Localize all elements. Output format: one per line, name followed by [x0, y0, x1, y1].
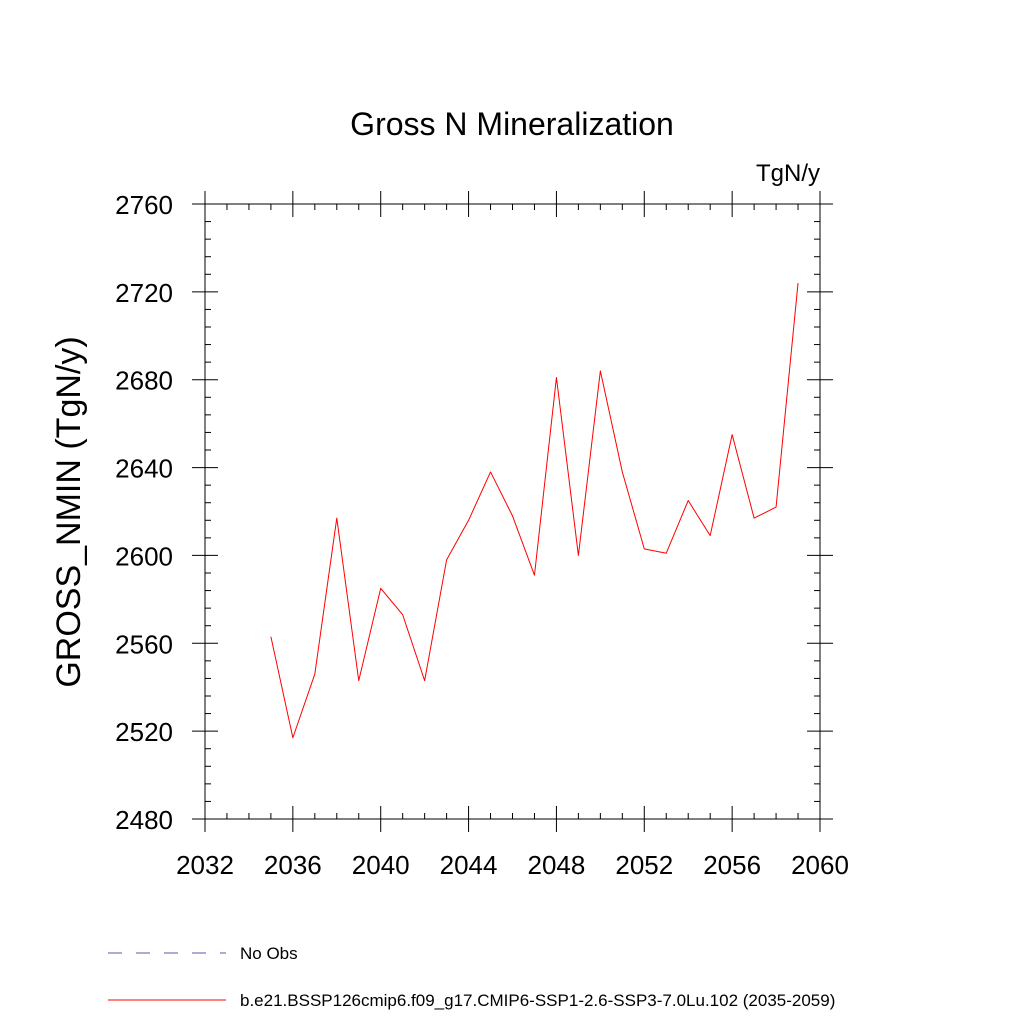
y-axis-ticks: [192, 203, 833, 820]
y-tick-label: 2680: [115, 366, 173, 396]
x-tick-label: 2052: [615, 850, 673, 880]
units-label: TgN/y: [756, 160, 820, 187]
y-tick-label: 2560: [115, 629, 173, 659]
y-axis-label: GROSS_NMIN (TgN/y): [50, 336, 88, 687]
x-axis-ticks: [204, 191, 821, 832]
x-tick-label: 2056: [703, 850, 761, 880]
y-tick-label: 2640: [115, 454, 173, 484]
x-tick-label: 2036: [264, 850, 322, 880]
x-tick-label: 2048: [528, 850, 586, 880]
x-tick-label: 2032: [176, 850, 234, 880]
y-tick-label: 2480: [115, 805, 173, 835]
x-tick-label: 2044: [440, 850, 498, 880]
legend-label-no-obs: No Obs: [240, 944, 298, 963]
y-tick-label: 2760: [115, 190, 173, 220]
series-layer: [270, 283, 799, 739]
x-axis-tick-labels: 2032 2036 2040 2044 2048 2052 2056 2060: [176, 850, 849, 880]
x-tick-label: 2040: [352, 850, 410, 880]
chart-title: Gross N Mineralization: [350, 106, 674, 142]
plot-frame: [204, 203, 821, 820]
y-axis-tick-labels: 2480 2520 2560 2600 2640 2680 2720 2760: [115, 190, 173, 835]
y-tick-label: 2520: [115, 717, 173, 747]
legend: No Obs b.e21.BSSP126cmip6.f09_g17.CMIP6-…: [108, 944, 835, 1010]
y-tick-label: 2600: [115, 541, 173, 571]
legend-label-model-run: b.e21.BSSP126cmip6.f09_g17.CMIP6-SSP1-2.…: [240, 991, 835, 1010]
series-line: [270, 283, 799, 739]
x-tick-label: 2060: [791, 850, 849, 880]
y-tick-label: 2720: [115, 278, 173, 308]
